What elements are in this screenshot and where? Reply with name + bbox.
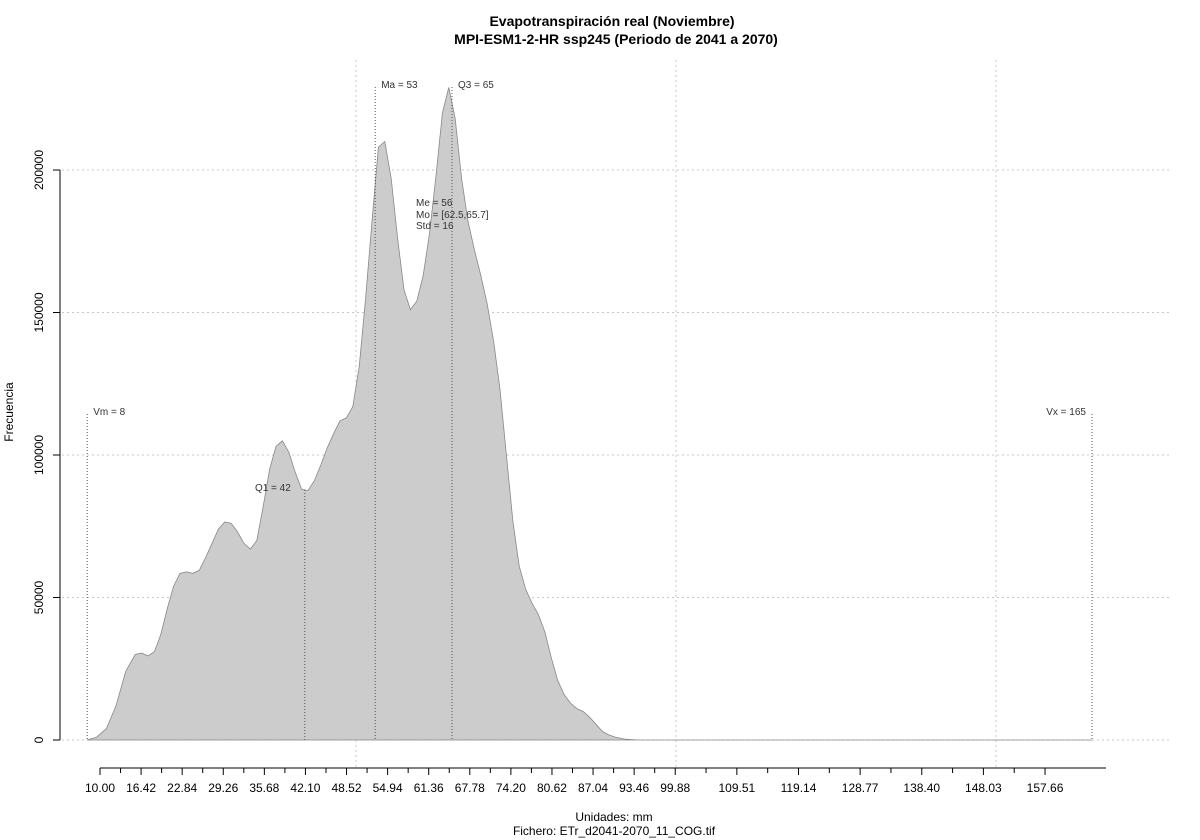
y-tick-label: 50000 [32,580,46,614]
stat-std: Std = 16 [416,221,454,232]
x-tick-label: 67.78 [455,781,485,795]
x-axis: 10.00 16.42 22.84 29.26 35.68 42.10 48.52 54.94… [85,767,1106,795]
x-tick-label: 29.26 [208,781,238,795]
x-tick-label: 99.88 [660,781,690,795]
x-tick-label: 80.62 [537,781,567,795]
ref-line-label: Q3 = 65 [458,80,494,91]
x-tick-label: 157.66 [1027,781,1064,795]
reference-lines: Vm = 8 Q1 = 42 Ma = 53 Q3 = 65 Vx = 165 [86,80,1093,740]
y-tick-label: 100000 [32,435,46,475]
ref-line-label: Vx = 165 [1046,407,1086,418]
density-area-path [87,87,1092,741]
x-tick-label: 61.36 [414,781,444,795]
x-tick-label: 22.84 [167,781,197,795]
ref-line-label: Vm = 8 [93,407,125,418]
ref-line-label: Ma = 53 [381,80,418,91]
x-tick-label: 74.20 [496,781,526,795]
stats-annotation: Me = 56 Mo = [62.5,65.7] Std = 16 [416,198,489,232]
y-axis: 0 50000 100000 150000 200000 [32,150,61,743]
density-area [87,87,1092,741]
x-tick-label: 148.03 [965,781,1002,795]
y-axis-label: Frecuencia [2,382,16,442]
x-tick-label: 54.94 [373,781,403,795]
x-tick-label: 10.00 [85,781,115,795]
x-tick-label: 48.52 [332,781,362,795]
y-tick-label: 200000 [32,150,46,190]
chart-title: Evapotranspiración real (Noviembre) [489,13,734,29]
x-tick-label: 109.51 [719,781,756,795]
y-tick-label: 0 [32,736,46,743]
x-tick-label: 16.42 [126,781,156,795]
y-tick-label: 150000 [32,292,46,332]
ref-line-label: Q1 = 42 [255,483,291,494]
x-axis-label: Unidades: mm [575,810,652,824]
x-tick-label: 35.68 [249,781,279,795]
x-tick-label: 93.46 [619,781,649,795]
x-tick-label: 87.04 [578,781,608,795]
stat-mode: Mo = [62.5,65.7] [416,210,489,221]
x-tick-label: 128.77 [842,781,879,795]
file-caption: Fichero: ETr_d2041-2070_11_COG.tif [513,824,716,838]
x-tick-label: 119.14 [781,781,817,795]
x-tick-label: 138.40 [903,781,940,795]
x-tick-label: 42.10 [290,781,320,795]
stat-median: Me = 56 [416,198,453,209]
chart-subtitle: MPI-ESM1-2-HR ssp245 (Periodo de 2041 a … [454,31,778,47]
